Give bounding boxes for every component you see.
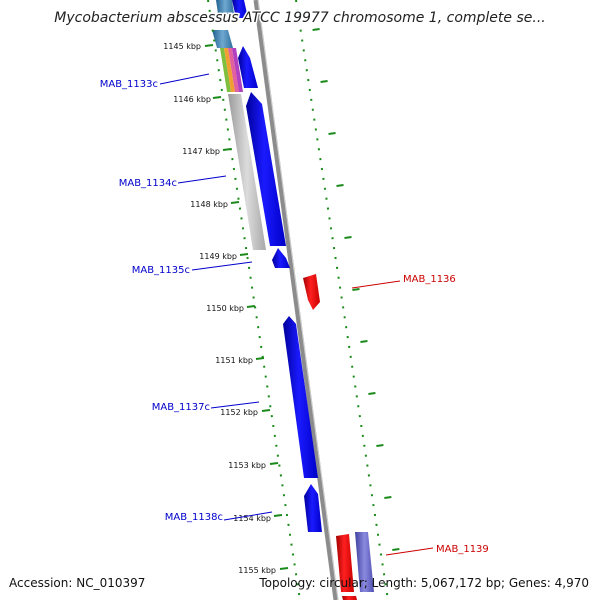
minor-tick-mark: [344, 236, 352, 239]
tick-label: 1147 kbp: [182, 147, 220, 156]
gene-label-mab1138c[interactable]: MAB_1138c: [165, 512, 223, 523]
gene-arrow-mab1133c[interactable]: [238, 46, 258, 88]
gene-arrow-mab1135c[interactable]: [272, 248, 290, 268]
minor-tick-mark: [312, 28, 320, 31]
tick-mark: [230, 201, 240, 204]
leader-line: [351, 280, 401, 289]
tick-label: 1155 kbp: [238, 566, 276, 575]
dotted-guide-line: [295, 0, 389, 600]
tick-label: 1150 kbp: [206, 304, 244, 313]
leader-line: [191, 261, 253, 271]
tick-mark: [204, 44, 214, 47]
minor-tick-mark: [384, 496, 392, 499]
minor-tick-mark: [328, 132, 336, 135]
tick-mark: [273, 514, 283, 517]
minor-tick-mark: [352, 288, 360, 291]
tick-label: 1148 kbp: [190, 200, 228, 209]
leader-line: [159, 73, 210, 85]
tick-mark: [212, 96, 222, 99]
minor-tick-mark: [360, 340, 368, 343]
gene-arrow-mab1134c[interactable]: [246, 92, 286, 246]
gene-labels: MAB_1133c MAB_1134c MAB_1135c MAB_1136 M…: [100, 73, 489, 556]
leader-line: [210, 401, 260, 409]
tick-label: 1151 kbp: [215, 356, 253, 365]
leader-line: [385, 547, 434, 556]
tick-dotted-lines: [207, 0, 400, 600]
gene-arrow-bottom[interactable]: [342, 596, 357, 600]
tick-label: 1153 kbp: [228, 461, 266, 470]
leader-line: [223, 511, 273, 521]
gene-arrow-top[interactable]: [232, 0, 248, 18]
gene-label-mab1137c[interactable]: MAB_1137c: [152, 402, 210, 413]
kbp-ruler: 1145 kbp 1146 kbp 1147 kbp 1148 kbp 1149…: [163, 42, 289, 575]
gene-label-mab1139[interactable]: MAB_1139: [436, 544, 489, 555]
gene-arrow-mab1137c[interactable]: [283, 316, 318, 478]
gene-arrow-mab1138c[interactable]: [304, 484, 322, 532]
feature-color-stack: [212, 0, 243, 92]
dotted-guide-line: [207, 0, 301, 600]
minor-tick-mark: [320, 80, 328, 83]
genome-backbone-highlight: [257, 0, 339, 600]
minor-tick-mark: [336, 184, 344, 187]
gene-label-mab1134c[interactable]: MAB_1134c: [119, 178, 177, 189]
tick-mark: [239, 253, 249, 256]
tick-mark: [255, 357, 265, 360]
tick-label: 1145 kbp: [163, 42, 201, 51]
tick-mark: [246, 305, 256, 308]
gene-label-mab1136[interactable]: MAB_1136: [403, 274, 456, 285]
tick-label: 1152 kbp: [220, 408, 258, 417]
tick-mark: [279, 567, 289, 570]
minor-tick-mark: [368, 392, 376, 395]
map-title: Mycobacterium abscessus ATCC 19977 chrom…: [54, 10, 545, 26]
tick-mark: [222, 148, 232, 151]
gene-label-mab1135c[interactable]: MAB_1135c: [132, 265, 190, 276]
minor-tick-mark: [392, 548, 400, 551]
feature-track-gray: [228, 94, 266, 250]
genome-backbone: [253, 0, 339, 600]
gene-arrow-mab1139-neighbor[interactable]: [355, 532, 374, 592]
gene-arrow-mab1136[interactable]: [303, 274, 320, 310]
tick-label: 1146 kbp: [173, 95, 211, 104]
tick-label: 1149 kbp: [199, 252, 237, 261]
gene-label-mab1133c[interactable]: MAB_1133c: [100, 79, 158, 90]
gene-arrow-mab1139[interactable]: [336, 534, 354, 592]
tick-label: 1154 kbp: [233, 514, 271, 523]
tick-mark: [261, 409, 271, 412]
topology-text: Topology: circular; Length: 5,067,172 bp…: [259, 576, 589, 590]
minor-tick-mark: [376, 444, 384, 447]
tick-mark: [269, 462, 279, 465]
leader-line: [177, 175, 227, 184]
accession-text: Accession: NC_010397: [9, 576, 146, 590]
